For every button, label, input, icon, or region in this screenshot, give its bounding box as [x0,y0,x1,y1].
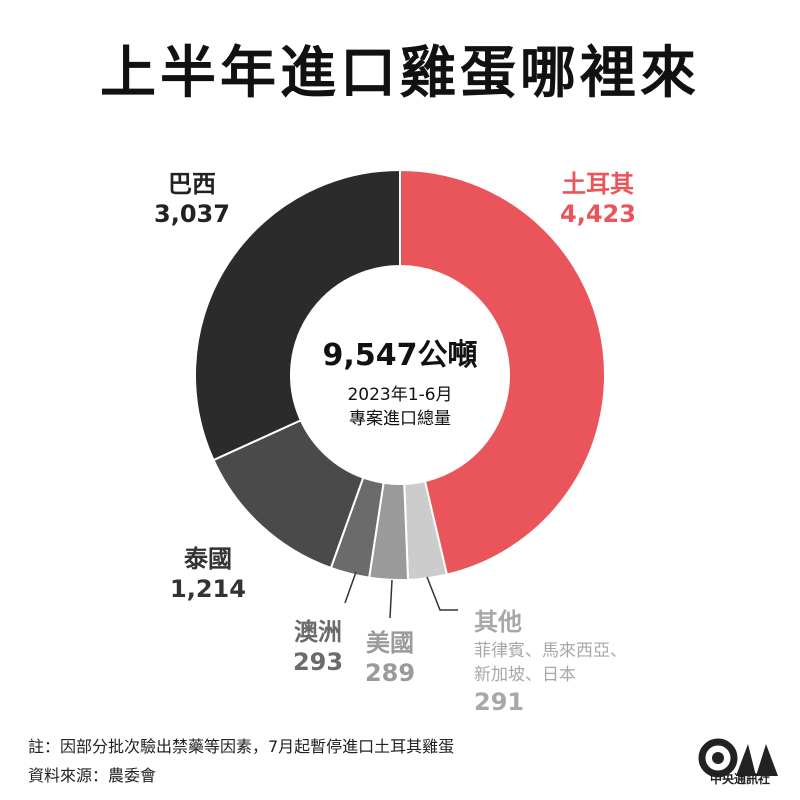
total-label: 9,547公噸 [323,338,478,373]
leader-line-usa [389,579,393,619]
label-name-turkey: 土耳其 [562,170,634,198]
subtitle-line: 2023年1-6月 [347,385,452,405]
label-detail-other: 新加坡、日本 [474,665,576,685]
cna-logo [698,738,778,778]
label-value-other: 291 [474,688,524,716]
logo-text: 中央通訊社 [709,772,770,786]
leader-line-australia [344,571,357,604]
label-name-brazil: 巴西 [168,170,216,198]
slice-brazil [194,168,401,462]
label-value-thailand: 1,214 [170,575,246,603]
subtitle-line: 專案進口總量 [349,409,451,429]
label-value-usa: 289 [365,659,415,687]
leader-line-other [426,576,458,611]
slice-turkey [399,168,606,576]
chart-title: 上半年進口雞蛋哪裡來 [100,41,700,106]
label-name-thailand: 泰國 [184,545,232,573]
source-note: 資料來源：農委會 [28,766,157,785]
label-value-australia: 293 [293,648,343,676]
label-detail-other: 菲律賓、馬來西亞、 [474,641,627,661]
label-name-other: 其他 [474,608,522,636]
label-value-brazil: 3,037 [154,200,230,228]
label-name-australia: 澳洲 [294,618,342,646]
footnote: 註：因部分批次驗出禁藥等因素，7月起暫停進口土耳其雞蛋 [28,737,455,756]
label-name-usa: 美國 [366,629,414,657]
label-value-turkey: 4,423 [560,200,636,228]
